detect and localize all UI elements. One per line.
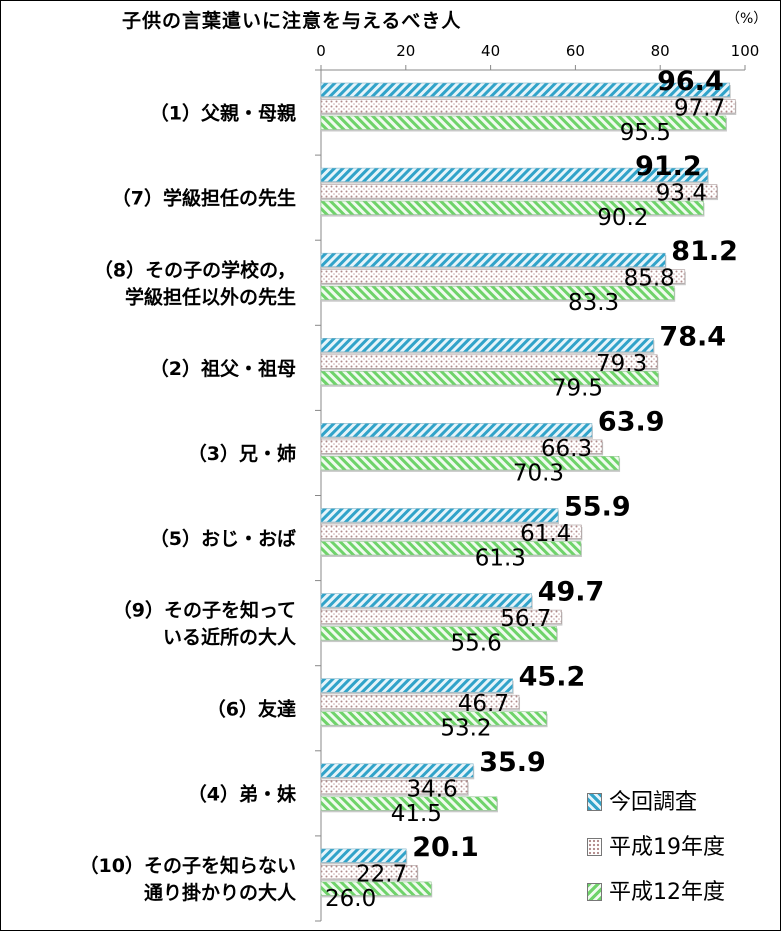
x-tick-label: 0 <box>316 42 326 60</box>
legend-label-h19: 平成19年度 <box>609 835 725 860</box>
bar-h12 <box>320 541 582 556</box>
category-label: （2）祖父・祖母 <box>150 357 296 380</box>
data-label-h19: 34.6 <box>406 776 457 802</box>
data-label-current: 35.9 <box>479 747 546 778</box>
category-label: （8）その子の学校の， <box>94 258 296 281</box>
category-label: （7）学級担任の先生 <box>112 187 296 210</box>
data-label-h12: 95.5 <box>620 120 671 146</box>
data-label-h12: 61.3 <box>475 546 526 572</box>
bar-h19 <box>320 694 520 710</box>
bar-current <box>320 423 593 438</box>
data-label-h12: 55.6 <box>451 631 502 657</box>
legend-swatch-h12 <box>587 883 602 901</box>
data-label-h19: 46.7 <box>458 691 509 717</box>
x-tick-label: 40 <box>481 42 500 60</box>
bar-current <box>320 252 666 267</box>
data-label-h19: 85.8 <box>624 266 675 292</box>
bar-h19 <box>320 609 562 624</box>
data-label-h19: 79.3 <box>596 351 647 377</box>
data-label-h12: 83.3 <box>568 290 619 316</box>
bar-h12 <box>320 200 704 215</box>
bar-h12 <box>320 881 432 896</box>
legend-item-current: 今回調査 <box>587 781 777 826</box>
category-label: いる近所の大人 <box>163 626 297 649</box>
bar-h19 <box>320 439 603 454</box>
data-label-current: 45.2 <box>519 662 586 693</box>
bar-current <box>320 508 559 523</box>
legend-item-h12: 平成12年度 <box>587 871 777 916</box>
legend-item-h19: 平成19年度 <box>587 826 777 871</box>
x-tick-label: 20 <box>396 42 415 60</box>
legend-label-current: 今回調査 <box>609 790 698 815</box>
data-label-h12: 70.3 <box>513 460 564 486</box>
data-label-h12: 79.5 <box>552 375 603 401</box>
legend: 今回調査 平成19年度 平成12年度 <box>587 781 777 916</box>
bar-h12 <box>320 626 558 641</box>
bar-h19 <box>320 865 418 880</box>
category-label: （5）おじ・おば <box>150 527 296 550</box>
chart-title: 子供の言葉遣いに注意を与えるべき人 <box>122 10 462 32</box>
bar-h12 <box>320 115 727 130</box>
bar-current <box>320 167 708 182</box>
category-label: （9）その子を知って <box>113 599 296 622</box>
data-label-h12: 90.2 <box>597 205 648 231</box>
data-label-h19: 93.4 <box>656 181 707 207</box>
category-label: （6）友達 <box>207 697 296 720</box>
unit-label: （%） <box>726 11 768 27</box>
category-label: （4）弟・妹 <box>188 782 297 805</box>
data-label-current: 55.9 <box>564 492 631 523</box>
bar-h19 <box>320 354 658 369</box>
data-label-current: 63.9 <box>598 406 665 437</box>
data-label-current: 20.1 <box>412 832 479 863</box>
data-label-current: 81.2 <box>671 236 738 267</box>
category-label: 通り掛かりの大人 <box>144 881 297 904</box>
data-label-h12: 53.2 <box>440 716 491 742</box>
x-tick-label: 80 <box>651 42 670 60</box>
category-label: （10）その子を知らない <box>80 854 296 877</box>
bar-h19 <box>320 184 718 199</box>
category-label: （1）父親・母親 <box>150 102 296 125</box>
legend-swatch-current <box>587 793 602 811</box>
bar-h12 <box>320 285 675 301</box>
x-tick-label: 100 <box>731 42 760 60</box>
legend-label-h12: 平成12年度 <box>609 880 725 905</box>
bar-current <box>320 82 731 97</box>
data-label-current: 78.4 <box>659 321 726 352</box>
data-label-h12: 26.0 <box>325 886 376 912</box>
bar-h12 <box>320 796 498 811</box>
data-label-h19: 56.7 <box>500 606 551 632</box>
bar-current <box>320 848 407 863</box>
x-tick-label: 60 <box>566 42 585 60</box>
bar-current <box>320 678 513 693</box>
category-label: （3）兄・姉 <box>188 442 296 465</box>
bar-h12 <box>320 456 620 471</box>
bar-h12 <box>320 370 659 386</box>
bar-current <box>320 337 654 353</box>
data-label-current: 49.7 <box>538 577 605 608</box>
data-label-current: 96.4 <box>657 66 724 97</box>
bar-current <box>320 763 474 778</box>
bar-h19 <box>320 269 686 284</box>
data-label-current: 91.2 <box>635 151 702 182</box>
data-label-h19: 66.3 <box>541 436 592 462</box>
bar-h12 <box>320 711 547 726</box>
data-label-h19: 61.4 <box>520 521 571 547</box>
data-label-h19: 22.7 <box>356 861 407 887</box>
bar-h19 <box>320 779 469 795</box>
bar-current <box>320 593 533 608</box>
data-label-h19: 97.7 <box>674 96 725 122</box>
bar-h19 <box>320 524 582 539</box>
legend-swatch-h19 <box>587 838 602 856</box>
category-label: 学級担任以外の先生 <box>125 285 296 308</box>
data-label-h12: 41.5 <box>391 801 442 827</box>
bar-h19 <box>320 99 736 114</box>
